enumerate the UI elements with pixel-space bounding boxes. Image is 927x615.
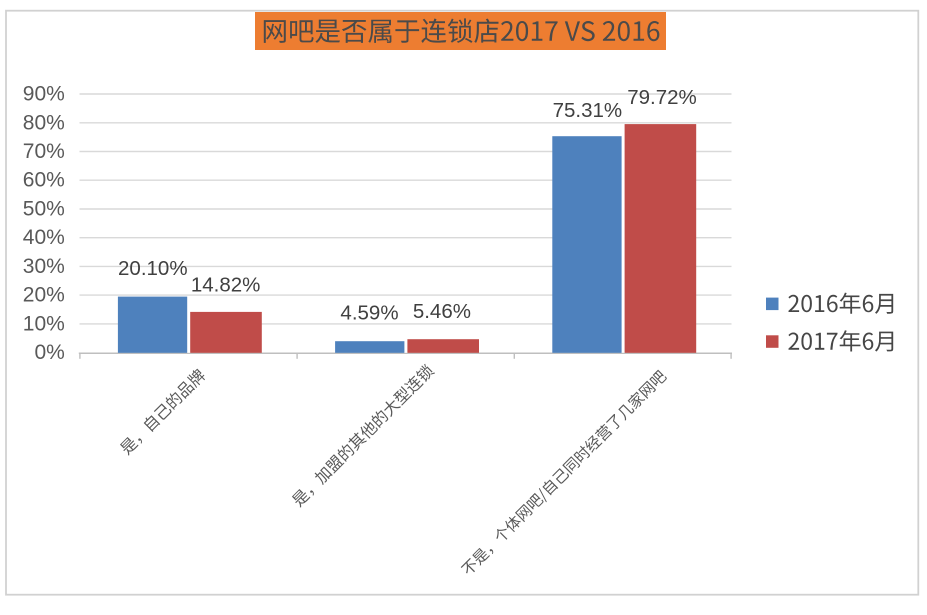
- svg-text:50%: 50%: [23, 198, 65, 221]
- svg-text:14.82%: 14.82%: [191, 274, 261, 297]
- svg-text:80%: 80%: [23, 111, 65, 134]
- svg-text:75.31%: 75.31%: [553, 99, 623, 122]
- svg-text:79.72%: 79.72%: [627, 86, 697, 109]
- svg-text:4.59%: 4.59%: [340, 301, 398, 324]
- svg-text:20%: 20%: [23, 284, 65, 307]
- svg-text:70%: 70%: [23, 140, 65, 163]
- svg-text:20.10%: 20.10%: [118, 257, 188, 280]
- svg-text:40%: 40%: [23, 226, 65, 249]
- svg-text:5.46%: 5.46%: [413, 300, 471, 323]
- svg-text:90%: 90%: [23, 83, 65, 106]
- svg-text:30%: 30%: [23, 255, 65, 278]
- svg-text:0%: 0%: [34, 341, 64, 364]
- svg-text:60%: 60%: [23, 169, 65, 192]
- svg-text:10%: 10%: [23, 312, 65, 335]
